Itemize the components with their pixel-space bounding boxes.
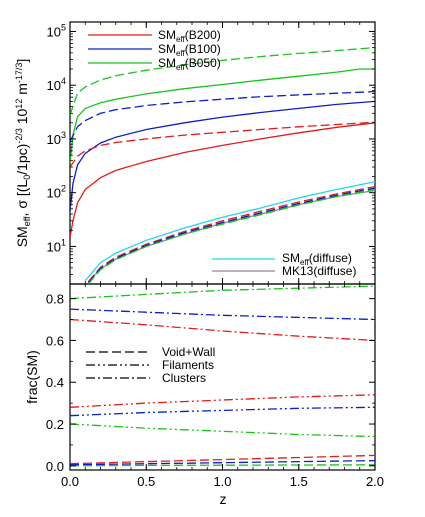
bottom-y-tick-label: 0.8 <box>46 292 64 307</box>
bottom-y-tick-label: 0.4 <box>46 375 64 390</box>
top-y-tick-label: 104 <box>47 76 66 93</box>
bottom-series-line-3 <box>70 394 375 408</box>
bottom-series-layer <box>70 285 375 467</box>
bottom-series-line-5 <box>70 423 375 438</box>
top-series-line-10 <box>87 188 375 284</box>
bottom-series-line-4 <box>70 406 375 417</box>
top-series-line-2 <box>70 90 375 142</box>
legend-label-filaments: Filaments <box>162 358 214 372</box>
legend-label-clusters: Clusters <box>162 371 206 385</box>
top-y-tick-label: 102 <box>47 184 66 201</box>
bottom-y-tick-label: 0.2 <box>46 417 64 432</box>
legend-label-b050: SMeff(B050) <box>158 56 221 72</box>
x-tick-label: 0.0 <box>61 474 79 489</box>
top-series-line-3 <box>70 100 375 212</box>
bottom-series-line-8 <box>70 464 375 467</box>
legend-label-mk13-diffuse: MK13(diffuse) <box>282 264 356 278</box>
top-plot-frame <box>69 21 376 285</box>
bottom-y-tick-label: 0.0 <box>46 459 64 474</box>
x-tick-label: 1.0 <box>213 474 231 489</box>
bottom-series-line-7 <box>70 459 375 466</box>
top-y-tick-label: 103 <box>47 130 66 147</box>
x-tick-label: 2.0 <box>366 474 384 489</box>
x-tick-label: 0.5 <box>137 474 155 489</box>
top-series-line-0 <box>70 46 375 116</box>
top-y-tick-label: 101 <box>47 237 66 254</box>
top-series-layer <box>70 46 375 284</box>
top-legend: SMeff(B200) SMeff(B100) SMeff(B050) <box>88 28 221 72</box>
top-series-line-5 <box>70 122 375 238</box>
legend-label-sm-diffuse: SMeff(diffuse) <box>282 251 352 267</box>
legend-label-void-wall: Void+Wall <box>162 345 215 359</box>
bottom-plot-frame <box>69 283 376 471</box>
tick-layer: 101 102 103 104 105 0.0 0.5 1.0 1.5 2.0 0.0 0.2 0.4 0… <box>46 22 384 489</box>
top-series-line-9 <box>87 187 375 284</box>
top-series-line-1 <box>70 68 375 164</box>
bottom-series-line-1 <box>70 308 375 321</box>
top-y-axis-label: SMeff, σ [(L0/1pc)-2/3 1012 m-17/3] <box>14 59 32 248</box>
bottom-y-tick-label: 0.6 <box>46 333 64 348</box>
bottom-series-line-6 <box>70 454 375 465</box>
x-tick-label: 1.5 <box>290 474 308 489</box>
bottom-legend: Void+Wall Filaments Clusters <box>86 345 215 385</box>
top-series-line-8 <box>87 185 375 283</box>
top-series-line-6 <box>84 181 375 282</box>
legend-label-b200: SMeff(B200) <box>158 28 221 44</box>
diffuse-legend: SMeff(diffuse) MK13(diffuse) <box>212 251 356 278</box>
top-y-tick-label: 105 <box>47 22 66 39</box>
bottom-y-axis-label: frac(SM) <box>24 350 40 404</box>
legend-label-b100: SMeff(B100) <box>158 42 221 58</box>
bottom-series-line-2 <box>70 318 375 342</box>
top-series-line-4 <box>70 121 375 168</box>
x-axis-label: z <box>220 491 227 507</box>
